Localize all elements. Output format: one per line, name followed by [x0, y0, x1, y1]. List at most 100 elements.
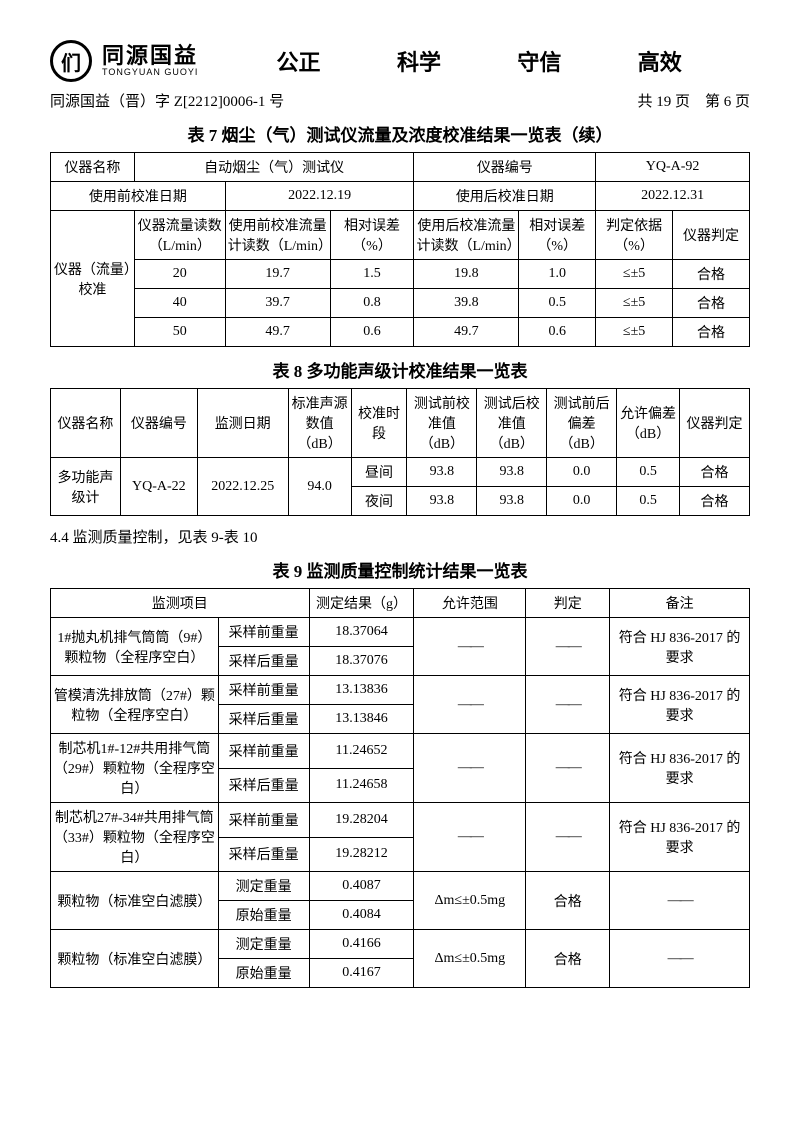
- cell: 1#抛丸机排气筒筒（9#）颗粒物（全程序空白）: [51, 618, 219, 676]
- motto-2: 科学: [397, 45, 441, 77]
- cell: ——: [414, 734, 526, 803]
- cell: ——: [526, 734, 610, 803]
- cell: 颗粒物（标准空白滤膜）: [51, 872, 219, 930]
- cell: 合格: [673, 289, 750, 318]
- cell: 采样前重量: [218, 676, 309, 705]
- cell: 测定重量: [218, 930, 309, 959]
- table7: 仪器名称 自动烟尘（气）测试仪 仪器编号 YQ-A-92 使用前校准日期 202…: [50, 152, 750, 347]
- cell: 管模清洗排放筒（27#）颗粒物（全程序空白）: [51, 676, 219, 734]
- cell: 仪器编号: [120, 389, 197, 458]
- cell: 符合 HJ 836-2017 的要求: [610, 618, 750, 676]
- table-row: 仪器名称 仪器编号 监测日期 标准声源数值（dB） 校准时段 测试前校准值（dB…: [51, 389, 750, 458]
- cell: 2022.12.31: [596, 182, 750, 211]
- cell: 0.0: [547, 458, 617, 487]
- cell: 仪器判定: [673, 211, 750, 260]
- cell: 合格: [526, 872, 610, 930]
- brand-cn: 同源国益: [102, 44, 198, 68]
- brand-block: 同源国益 TONGYUAN GUOYI: [102, 44, 198, 78]
- cell: 13.13846: [309, 705, 414, 734]
- doc-refno: 同源国益（晋）字 Z[2212]0006-1 号: [50, 90, 284, 111]
- table7-caption: 表 7 烟尘（气）测试仪流量及浓度校准结果一览表（续）: [50, 121, 750, 146]
- cell: 19.28212: [309, 837, 414, 872]
- table-row: 颗粒物（标准空白滤膜）测定重量0.4087Δm≤±0.5mg合格——: [51, 872, 750, 901]
- cell: 0.5: [617, 487, 680, 516]
- cell: 夜间: [351, 487, 407, 516]
- cell: 使用后校准日期: [414, 182, 596, 211]
- cell: 50: [134, 318, 225, 347]
- doc-pager: 共 19 页 第 6 页: [637, 90, 750, 111]
- cell: 测试前校准值（dB）: [407, 389, 477, 458]
- motto-1: 公正: [277, 45, 321, 77]
- cell: 合格: [680, 487, 750, 516]
- cell: 仪器名称: [51, 389, 121, 458]
- table-row: 1#抛丸机排气筒筒（9#）颗粒物（全程序空白）采样前重量18.37064————…: [51, 618, 750, 647]
- table8-caption: 表 8 多功能声级计校准结果一览表: [50, 357, 750, 382]
- cell: 判定依据（%）: [596, 211, 673, 260]
- cell: ——: [526, 618, 610, 676]
- motto-3: 守信: [517, 45, 561, 77]
- cell: 符合 HJ 836-2017 的要求: [610, 734, 750, 803]
- cell: ——: [610, 872, 750, 930]
- table-row: 多功能声级计 YQ-A-22 2022.12.25 94.0 昼间 93.8 9…: [51, 458, 750, 487]
- cell: 0.6: [330, 318, 414, 347]
- cell: 0.5: [617, 458, 680, 487]
- cell: 判定: [526, 589, 610, 618]
- brand-en: TONGYUAN GUOYI: [102, 68, 198, 78]
- cell: 颗粒物（标准空白滤膜）: [51, 930, 219, 988]
- cell: 0.0: [547, 487, 617, 516]
- table9-caption: 表 9 监测质量控制统计结果一览表: [50, 557, 750, 582]
- cell: 测定结果（g）: [309, 589, 414, 618]
- cell: 93.8: [477, 458, 547, 487]
- cell: 0.4084: [309, 901, 414, 930]
- cell: 39.8: [414, 289, 519, 318]
- cell: 监测项目: [51, 589, 310, 618]
- table-row: 管模清洗排放筒（27#）颗粒物（全程序空白）采样前重量13.13836————符…: [51, 676, 750, 705]
- cell: Δm≤±0.5mg: [414, 872, 526, 930]
- cell: 监测日期: [197, 389, 288, 458]
- cell: 测试后校准值（dB）: [477, 389, 547, 458]
- cell: 合格: [673, 318, 750, 347]
- cell: 13.13836: [309, 676, 414, 705]
- cell: 采样前重量: [218, 734, 309, 769]
- cell: 使用后校准流量计读数（L/min）: [414, 211, 519, 260]
- cell: 1.0: [519, 260, 596, 289]
- cell: 0.4167: [309, 959, 414, 988]
- cell: 制芯机1#-12#共用排气筒（29#）颗粒物（全程序空白）: [51, 734, 219, 803]
- cell: 1.5: [330, 260, 414, 289]
- cell: 0.6: [519, 318, 596, 347]
- cell: ≤±5: [596, 260, 673, 289]
- cell: 93.8: [477, 487, 547, 516]
- cell: ——: [414, 803, 526, 872]
- cell: 合格: [673, 260, 750, 289]
- cell: YQ-A-22: [120, 458, 197, 516]
- cell: 测定重量: [218, 872, 309, 901]
- table-row: 仪器（流量）校准 仪器流量读数（L/min） 使用前校准流量计读数（L/min）…: [51, 211, 750, 260]
- cell: ——: [414, 676, 526, 734]
- table-row: 5049.70.649.70.6≤±5合格: [51, 318, 750, 347]
- table-row: 仪器名称 自动烟尘（气）测试仪 仪器编号 YQ-A-92: [51, 153, 750, 182]
- cell: 原始重量: [218, 959, 309, 988]
- cell: 仪器名称: [51, 153, 135, 182]
- cell: YQ-A-92: [596, 153, 750, 182]
- cell: 49.7: [414, 318, 519, 347]
- cell: 94.0: [288, 458, 351, 516]
- table-row: 颗粒物（标准空白滤膜）测定重量0.4166Δm≤±0.5mg合格——: [51, 930, 750, 959]
- cell: 0.4166: [309, 930, 414, 959]
- cell: 93.8: [407, 458, 477, 487]
- table-row: 制芯机27#-34#共用排气筒（33#）颗粒物（全程序空白）采样前重量19.28…: [51, 803, 750, 838]
- table-row: 监测项目 测定结果（g） 允许范围 判定 备注: [51, 589, 750, 618]
- brand-logo: 们: [50, 40, 92, 82]
- cell: 2022.12.25: [197, 458, 288, 516]
- cell: 符合 HJ 836-2017 的要求: [610, 803, 750, 872]
- cell: 采样前重量: [218, 803, 309, 838]
- cell: 自动烟尘（气）测试仪: [134, 153, 414, 182]
- table-row: 4039.70.839.80.5≤±5合格: [51, 289, 750, 318]
- cell: 允许偏差（dB）: [617, 389, 680, 458]
- cell: 0.4087: [309, 872, 414, 901]
- cell: 采样后重量: [218, 705, 309, 734]
- cell: 18.37076: [309, 647, 414, 676]
- table9: 监测项目 测定结果（g） 允许范围 判定 备注 1#抛丸机排气筒筒（9#）颗粒物…: [50, 588, 750, 988]
- cell: 制芯机27#-34#共用排气筒（33#）颗粒物（全程序空白）: [51, 803, 219, 872]
- cell: 合格: [526, 930, 610, 988]
- cell: 采样后重量: [218, 837, 309, 872]
